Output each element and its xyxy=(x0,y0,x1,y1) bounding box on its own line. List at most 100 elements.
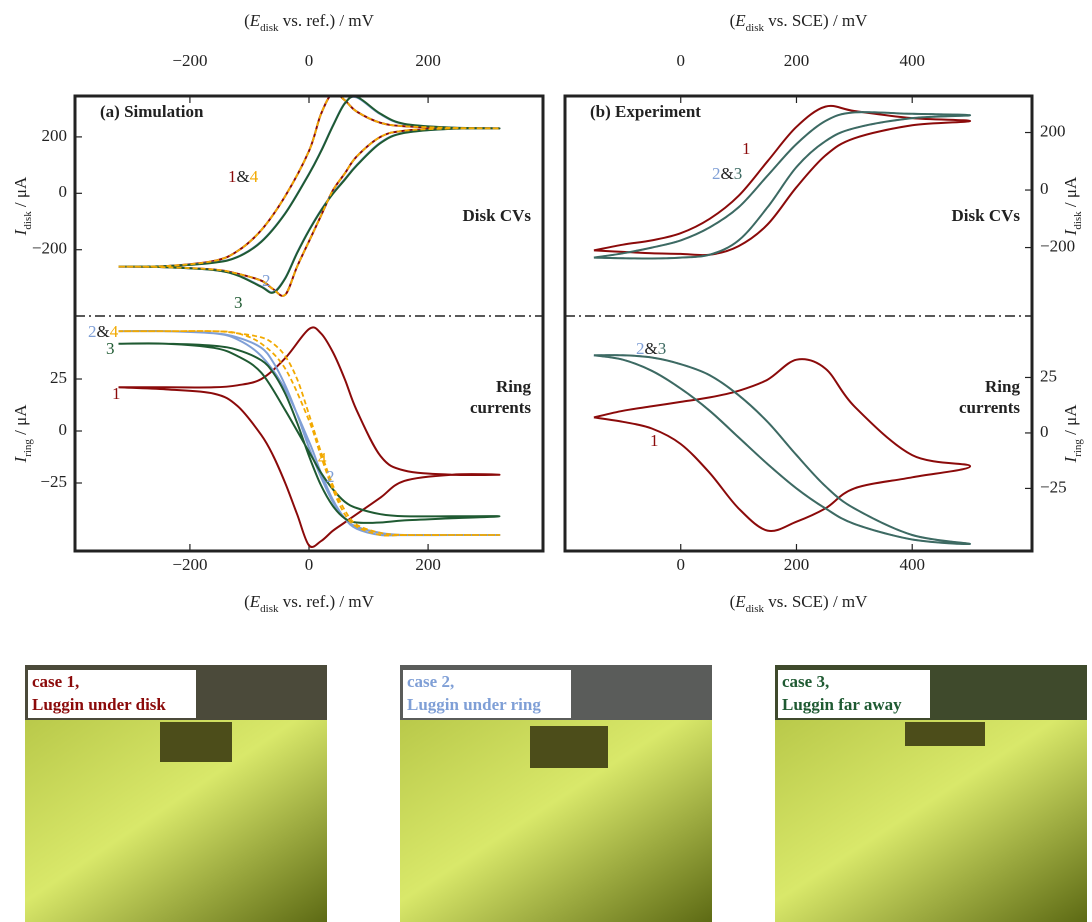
series-label: 1 xyxy=(650,431,659,450)
label-part: / μA xyxy=(11,176,30,211)
caption: case 3, xyxy=(782,672,829,691)
y-axis-label: Idisk / μA xyxy=(11,176,34,236)
x-tick-label: 400 xyxy=(899,555,925,574)
series-label-part: 2 xyxy=(262,271,271,290)
plot-area xyxy=(119,327,500,547)
series-line xyxy=(119,93,500,296)
series-label-part: & xyxy=(721,164,734,183)
series-line xyxy=(119,96,500,292)
label-part: disk xyxy=(22,211,34,230)
y-axis-label: Idisk / μA xyxy=(1061,176,1084,236)
y-tick-label: 0 xyxy=(1040,422,1049,441)
label-part: disk xyxy=(260,603,279,615)
x-tick-label: −200 xyxy=(172,555,207,574)
x-axis-label: (Edisk vs. SCE) / mV xyxy=(730,592,869,615)
series-label-part: 1 xyxy=(228,167,237,186)
panel-label: currents xyxy=(470,398,531,417)
x-axis-label: (Edisk vs. ref.) / mV xyxy=(244,592,374,615)
series-label-part: 4 xyxy=(250,167,259,186)
label-part: / μA xyxy=(1061,176,1080,211)
series-label-part: 3 xyxy=(658,339,667,358)
series-label: 1&4 xyxy=(228,167,259,186)
series-label-part: 3 xyxy=(106,339,115,358)
series-line xyxy=(119,343,500,523)
x-axis-label: (Edisk vs. SCE) / mV xyxy=(730,11,869,34)
caption: Luggin under disk xyxy=(32,695,166,714)
panel-frame xyxy=(75,96,543,551)
photo: case 3, Luggin far away xyxy=(775,665,1087,922)
label-part: disk xyxy=(746,603,765,615)
x-tick-label: 200 xyxy=(784,51,810,70)
series-label-part: 2 xyxy=(636,339,645,358)
photo-ring xyxy=(530,726,608,768)
series-label-part: 3 xyxy=(734,164,743,183)
x-tick-label: 0 xyxy=(305,555,314,574)
photo: case 1, Luggin under disk xyxy=(25,665,327,922)
label-part: vs. ref.) / mV xyxy=(279,592,375,611)
series-line xyxy=(119,327,500,547)
series-label-part: 2 xyxy=(88,322,97,341)
caption: case 2, xyxy=(407,672,454,691)
label-part: / μA xyxy=(11,404,30,439)
label-part: disk xyxy=(260,22,279,34)
series-label: 1 xyxy=(742,139,751,158)
label-part: E xyxy=(249,11,261,30)
series-label-part: 2 xyxy=(712,164,721,183)
series-label-part: 1 xyxy=(112,384,121,403)
label-part: ring xyxy=(22,439,34,457)
panel-label: Disk CVs xyxy=(952,206,1021,225)
x-tick-label: 200 xyxy=(415,51,441,70)
series-label-part: & xyxy=(645,339,658,358)
x-tick-label: 0 xyxy=(676,555,685,574)
panel-label: currents xyxy=(959,398,1020,417)
page: case 1, Luggin under disk case 2, Luggin… xyxy=(0,0,1092,922)
series-line xyxy=(119,331,500,536)
y-tick-label: 25 xyxy=(1040,366,1057,385)
series-label-part: 2 xyxy=(326,467,335,486)
plot-area xyxy=(594,106,970,259)
series-label: 2 xyxy=(326,467,335,486)
plot-area xyxy=(119,93,500,296)
series-line xyxy=(119,331,500,535)
series-label: 2&3 xyxy=(636,339,666,358)
series-label: 2 xyxy=(262,271,271,290)
x-axis-label: (Edisk vs. ref.) / mV xyxy=(244,11,374,34)
series-label-part: 4 xyxy=(318,449,327,468)
panel-label: Ring xyxy=(496,377,531,396)
photo: case 2, Luggin under ring xyxy=(400,665,712,922)
label-part: ring xyxy=(1072,439,1084,457)
y-tick-label: −200 xyxy=(1040,236,1075,255)
series-line xyxy=(594,112,970,258)
photo-ring xyxy=(160,722,232,762)
x-tick-label: 400 xyxy=(899,51,925,70)
y-tick-label: 200 xyxy=(42,126,68,145)
series-label: 4 xyxy=(318,449,327,468)
series-line xyxy=(594,106,970,255)
y-tick-label: 0 xyxy=(1040,179,1049,198)
y-tick-label: 0 xyxy=(59,182,68,201)
x-tick-label: 200 xyxy=(784,555,810,574)
series-label-part: 1 xyxy=(742,139,751,158)
caption: case 1, xyxy=(32,672,79,691)
panel-label: Ring xyxy=(985,377,1020,396)
caption: Luggin far away xyxy=(782,695,902,714)
y-axis-label: Iring / μA xyxy=(1061,404,1084,464)
label-part: vs. SCE) / mV xyxy=(764,592,868,611)
label-part: E xyxy=(734,11,746,30)
series-label: 3 xyxy=(106,339,115,358)
caption: Luggin under ring xyxy=(407,695,541,714)
x-tick-label: 0 xyxy=(676,51,685,70)
y-tick-label: −25 xyxy=(1040,477,1067,496)
panel-title: (b) Experiment xyxy=(590,102,701,121)
figure: case 1, Luggin under disk case 2, Luggin… xyxy=(0,0,1092,922)
series-label-part: 3 xyxy=(234,293,243,312)
label-part: disk xyxy=(746,22,765,34)
series-label: 3 xyxy=(234,293,243,312)
label-part: vs. ref.) / mV xyxy=(279,11,375,30)
photo-ring xyxy=(905,722,985,746)
series-label: 1 xyxy=(112,384,121,403)
x-tick-label: 200 xyxy=(415,555,441,574)
label-part: / μA xyxy=(1061,404,1080,439)
series-line xyxy=(119,97,500,292)
y-tick-label: 200 xyxy=(1040,121,1066,140)
